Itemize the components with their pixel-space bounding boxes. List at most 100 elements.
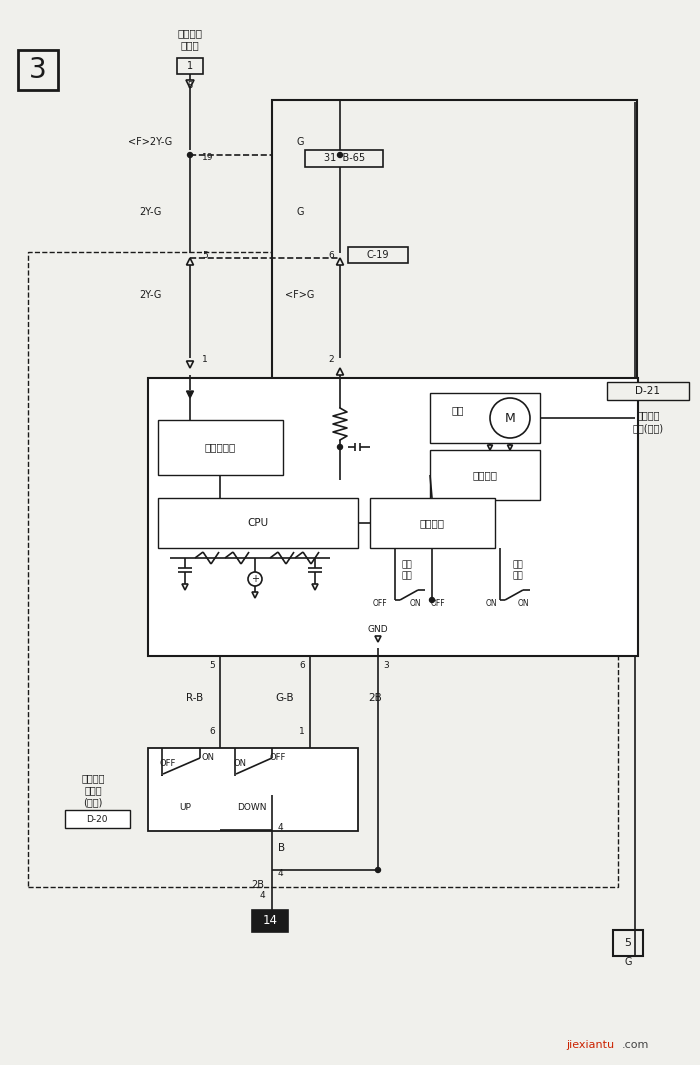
Text: 6: 6	[300, 660, 305, 670]
Text: 极限: 极限	[402, 560, 412, 570]
Text: OFF: OFF	[160, 759, 176, 769]
Polygon shape	[182, 584, 188, 590]
Text: G: G	[296, 207, 304, 217]
Text: D-20: D-20	[86, 815, 108, 823]
Bar	[348, 247, 408, 263]
Text: UP: UP	[179, 803, 191, 813]
Text: 4: 4	[260, 890, 265, 900]
Text: <F>G: <F>G	[286, 290, 315, 300]
Text: 输入电路: 输入电路	[419, 518, 445, 528]
Text: 定电压电路: 定电压电路	[204, 442, 236, 452]
Text: 脉冲: 脉冲	[512, 560, 524, 570]
Text: 3: 3	[383, 660, 389, 670]
Circle shape	[375, 868, 381, 872]
Circle shape	[188, 152, 193, 158]
Text: 14: 14	[262, 915, 277, 928]
Text: C-19: C-19	[367, 250, 389, 260]
Text: 5: 5	[624, 938, 631, 948]
Text: 1: 1	[300, 727, 305, 737]
Text: DOWN: DOWN	[237, 803, 267, 813]
Circle shape	[248, 572, 262, 586]
Bar	[18, 50, 58, 91]
Bar	[28, 252, 618, 887]
Text: 驱动电路: 驱动电路	[473, 470, 498, 480]
Bar	[370, 498, 495, 548]
Text: 2Y-G: 2Y-G	[139, 290, 161, 300]
Text: ON: ON	[485, 599, 497, 607]
Bar	[613, 930, 643, 956]
Text: 电动车窗: 电动车窗	[636, 410, 659, 420]
Text: ON: ON	[234, 759, 246, 769]
Text: 电机(左后): 电机(左后)	[632, 423, 664, 433]
Polygon shape	[508, 445, 512, 450]
Text: 6: 6	[328, 251, 334, 261]
Bar	[158, 420, 283, 475]
Text: .com: .com	[622, 1041, 649, 1050]
Text: 4: 4	[278, 823, 284, 833]
Text: 1: 1	[202, 356, 208, 364]
Text: <F>2Y-G: <F>2Y-G	[128, 137, 172, 147]
Bar	[430, 393, 540, 443]
Text: (左后): (左后)	[83, 797, 103, 807]
Text: 继电器: 继电器	[181, 40, 199, 50]
Text: 1: 1	[187, 61, 193, 71]
Text: +: +	[251, 574, 259, 584]
Text: G: G	[296, 137, 304, 147]
Polygon shape	[375, 636, 381, 642]
Text: 电动车窗: 电动车窗	[81, 773, 105, 783]
Text: OFF: OFF	[430, 599, 445, 607]
Text: OFF: OFF	[372, 599, 387, 607]
Text: ON: ON	[410, 599, 421, 607]
Bar	[65, 810, 130, 828]
Bar	[305, 150, 383, 167]
Text: ON: ON	[202, 753, 214, 761]
Text: 副开关: 副开关	[84, 785, 102, 794]
Bar	[148, 748, 358, 831]
Text: D-21: D-21	[636, 386, 661, 396]
Text: B: B	[278, 843, 285, 853]
Text: 5: 5	[202, 251, 208, 261]
Bar	[177, 58, 203, 73]
Text: ON: ON	[517, 599, 528, 607]
Polygon shape	[337, 368, 344, 375]
Bar	[272, 100, 637, 515]
Text: 电动车窗: 电动车窗	[178, 28, 202, 38]
Text: 开关: 开关	[402, 572, 412, 580]
Text: 2B: 2B	[368, 693, 382, 703]
Polygon shape	[312, 584, 318, 590]
Polygon shape	[252, 592, 258, 599]
Text: 31  B-65: 31 B-65	[324, 153, 365, 163]
Text: R-B: R-B	[186, 693, 204, 703]
Text: M: M	[505, 411, 515, 425]
Polygon shape	[337, 258, 344, 265]
Polygon shape	[186, 361, 193, 368]
Circle shape	[430, 597, 435, 603]
Circle shape	[337, 444, 342, 449]
Bar	[158, 498, 358, 548]
Text: 4: 4	[278, 868, 284, 878]
Bar	[252, 910, 288, 932]
Bar	[607, 382, 689, 400]
Text: 2: 2	[328, 356, 334, 364]
Text: jiexiantu: jiexiantu	[566, 1041, 614, 1050]
Text: 2Y-G: 2Y-G	[139, 207, 161, 217]
Circle shape	[490, 398, 530, 438]
Bar	[148, 378, 638, 656]
Text: CPU: CPU	[247, 518, 269, 528]
Text: 5: 5	[209, 660, 215, 670]
Polygon shape	[186, 80, 194, 88]
Circle shape	[337, 152, 342, 158]
Text: G: G	[624, 957, 631, 967]
Text: GND: GND	[368, 625, 388, 635]
Text: 19: 19	[202, 153, 214, 163]
Text: 2B: 2B	[251, 880, 265, 890]
Text: G-B: G-B	[276, 693, 294, 703]
Bar	[430, 450, 540, 499]
Text: B: B	[188, 81, 193, 89]
Text: 电机: 电机	[452, 405, 465, 415]
Polygon shape	[186, 391, 193, 398]
Text: 3: 3	[29, 56, 47, 84]
Text: OFF: OFF	[270, 753, 286, 761]
Polygon shape	[186, 258, 193, 265]
Text: 6: 6	[209, 727, 215, 737]
